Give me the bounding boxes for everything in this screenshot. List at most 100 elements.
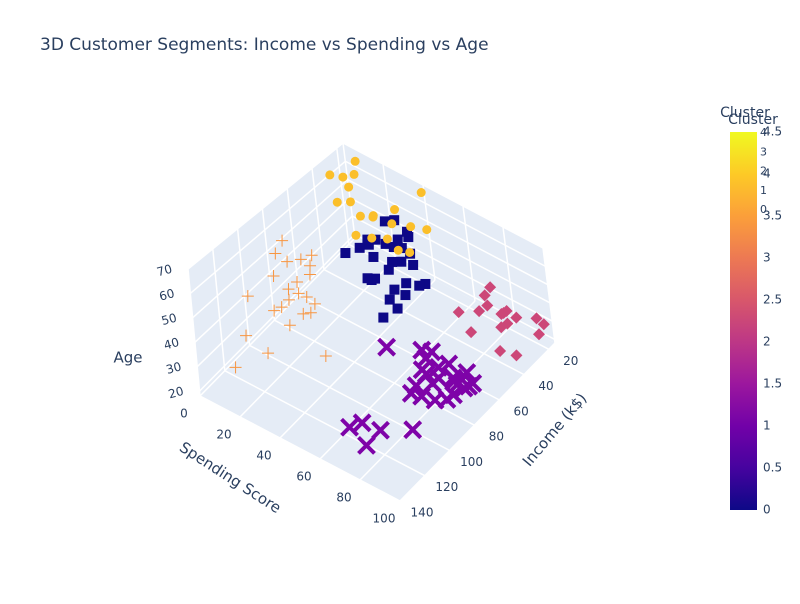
colorbar-tick-label: 1 xyxy=(760,184,767,197)
data-point xyxy=(268,304,281,317)
z-tick-label: 20 xyxy=(167,384,185,401)
data-point xyxy=(262,347,275,360)
data-point xyxy=(338,172,348,182)
data-point xyxy=(494,345,507,358)
data-point xyxy=(481,299,494,312)
data-point xyxy=(297,307,310,320)
data-point xyxy=(501,317,514,330)
data-point xyxy=(484,281,497,294)
x-tick-label: 140 xyxy=(411,506,434,520)
data-point xyxy=(406,222,416,232)
data-point xyxy=(282,293,295,306)
colorbar-tick-label: 4.5 xyxy=(763,125,782,139)
data-point xyxy=(352,413,372,433)
data-point xyxy=(389,284,400,295)
data-point xyxy=(510,349,523,362)
data-point xyxy=(351,230,361,240)
colorbar-tick-label: 0 xyxy=(760,203,767,216)
data-point xyxy=(354,242,365,253)
grid-line xyxy=(239,258,396,418)
z-tick-label: 60 xyxy=(158,286,176,303)
data-point xyxy=(393,245,403,255)
data-point xyxy=(510,311,523,324)
grid-line xyxy=(236,228,251,346)
grid-line xyxy=(342,142,544,249)
data-point xyxy=(405,247,415,257)
colorbar-tick-label: 2.5 xyxy=(763,293,782,307)
data-point xyxy=(402,226,413,237)
wall-pane xyxy=(188,143,355,396)
grid-line xyxy=(189,160,346,294)
colorbar-tick-label: 2 xyxy=(760,165,767,178)
grid-line xyxy=(354,233,555,341)
data-point xyxy=(537,318,550,331)
x-axis-title: Income (k$) xyxy=(519,389,591,469)
data-point xyxy=(275,301,288,314)
data-point xyxy=(305,249,318,262)
data-point xyxy=(459,376,479,396)
markers xyxy=(229,156,550,455)
x-tick-label: 100 xyxy=(460,455,483,469)
data-point xyxy=(304,306,317,319)
grid-line xyxy=(212,248,226,371)
grid-line xyxy=(194,197,351,343)
colorbar-title: Cluster xyxy=(728,112,778,128)
colorbar-tick-label: 1.5 xyxy=(763,377,782,391)
z-tick-label: 70 xyxy=(155,262,173,279)
y-tick-label: 20 xyxy=(216,428,231,442)
grid-line xyxy=(224,370,426,477)
colorbar-tick-label: 3 xyxy=(763,251,771,265)
data-point xyxy=(396,256,407,267)
colorbar-tick-label: 3.5 xyxy=(763,209,782,223)
data-point xyxy=(401,278,412,289)
colorbar-tick-label: 0.5 xyxy=(763,461,782,475)
data-point xyxy=(473,305,486,318)
grid-line xyxy=(187,268,201,397)
grid-line xyxy=(261,208,276,321)
wall-pane xyxy=(343,143,555,343)
grid-line xyxy=(199,395,401,502)
data-point xyxy=(445,370,465,390)
data-point xyxy=(300,291,313,304)
x-tick-label: 40 xyxy=(538,379,553,393)
data-point xyxy=(408,259,419,270)
data-point xyxy=(340,248,351,259)
data-point xyxy=(281,255,294,268)
data-point xyxy=(304,259,317,272)
grid-line xyxy=(351,215,553,322)
data-point xyxy=(368,211,378,221)
data-point xyxy=(325,170,335,180)
grid-line xyxy=(279,279,436,439)
y-tick-label: 0 xyxy=(180,407,188,421)
data-point xyxy=(403,232,414,243)
colorbar xyxy=(730,132,757,510)
data-point xyxy=(350,156,360,166)
data-point xyxy=(478,289,491,302)
grid-line xyxy=(347,178,548,286)
data-point xyxy=(392,234,403,245)
colorbar-tick-label: 1 xyxy=(763,419,771,433)
grid-line xyxy=(336,147,350,245)
floor-pane xyxy=(200,238,555,501)
x-tick-label: 60 xyxy=(514,404,529,418)
data-point xyxy=(379,216,390,227)
data-point xyxy=(390,205,400,215)
grid-line xyxy=(502,226,516,323)
data-point xyxy=(267,269,280,282)
data-point xyxy=(367,233,377,243)
data-point xyxy=(332,197,342,207)
data-point xyxy=(420,278,431,289)
data-point xyxy=(363,239,374,250)
data-point xyxy=(387,256,398,267)
y-tick-label: 80 xyxy=(336,491,351,505)
data-point xyxy=(378,312,389,323)
data-point xyxy=(240,329,253,342)
data-point xyxy=(382,234,392,244)
chart-title: 3D Customer Segments: Income vs Spending… xyxy=(40,35,489,55)
z-tick-label: 30 xyxy=(165,359,183,376)
colorbar-tick-label: 4 xyxy=(760,126,767,139)
x-tick-label: 80 xyxy=(489,430,504,444)
data-point xyxy=(495,308,508,321)
data-point xyxy=(269,247,282,260)
